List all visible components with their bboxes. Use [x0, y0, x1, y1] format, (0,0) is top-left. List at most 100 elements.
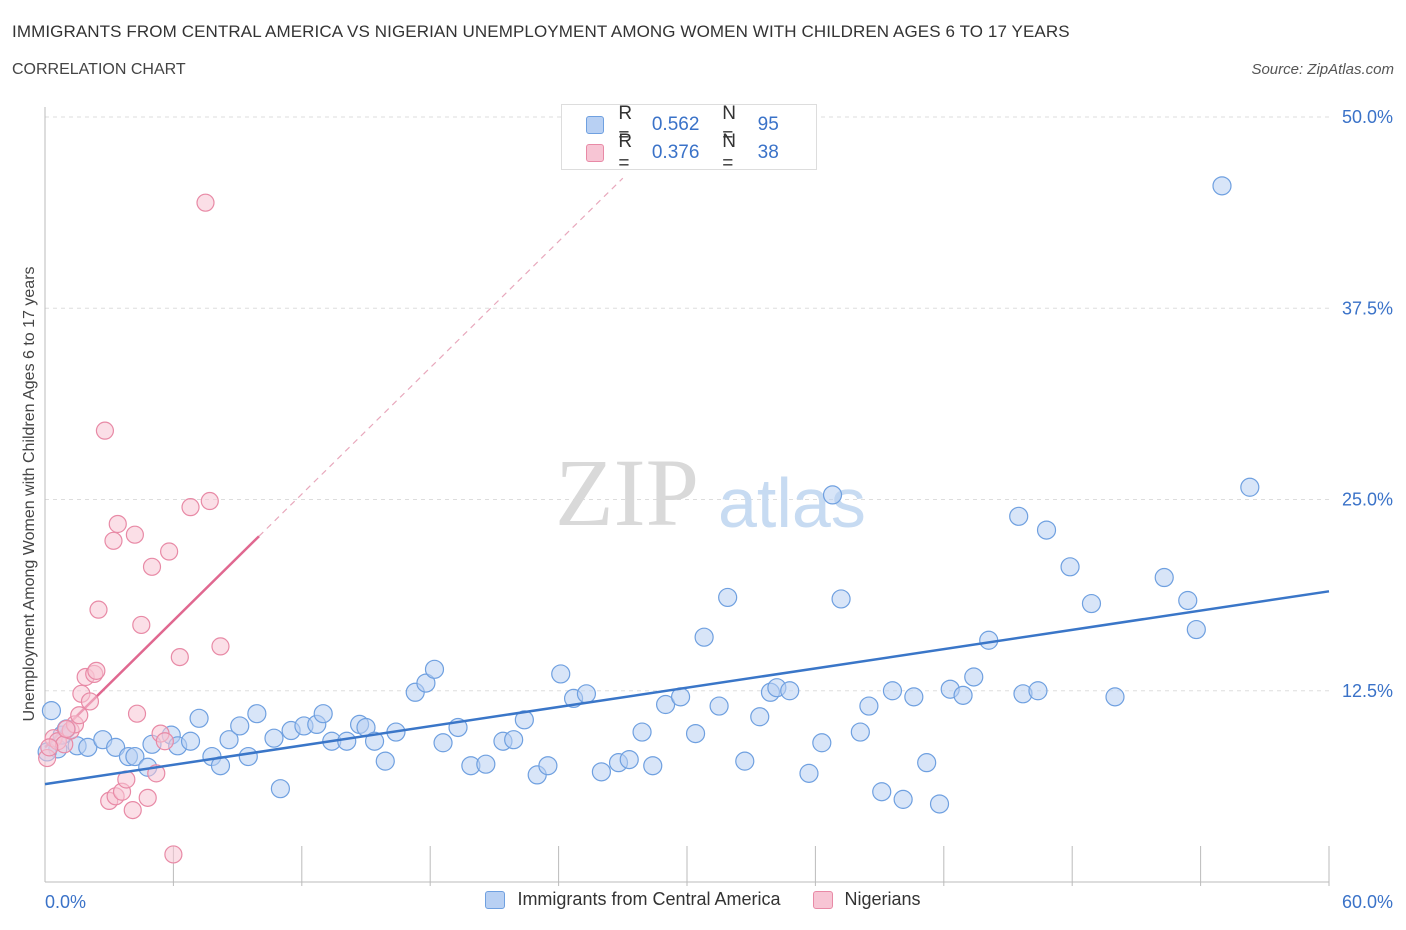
data-point-central-america	[812, 733, 832, 753]
legend-swatch-blue	[586, 116, 605, 134]
data-point-central-america	[1186, 619, 1206, 640]
data-point-nigerians	[95, 421, 115, 440]
legend-row-nigerians: R = 0.376 N = 38	[586, 131, 816, 174]
chart-subtitle: CORRELATION CHART	[12, 61, 186, 78]
data-point-central-america	[238, 746, 258, 767]
data-point-central-america	[1009, 506, 1029, 526]
data-point-central-america	[1060, 557, 1080, 577]
nigerians-trend	[44, 177, 624, 749]
data-point-nigerians	[57, 719, 76, 739]
data-point-nigerians	[211, 637, 230, 656]
watermark: ZIP atlas	[555, 439, 866, 546]
legend-r-label: R =	[618, 103, 633, 146]
data-point-central-america	[694, 627, 714, 647]
trend-extension-nigerians	[258, 177, 624, 537]
series-name: Nigerians	[844, 889, 921, 909]
data-point-nigerians	[108, 514, 127, 534]
data-point-central-america	[313, 704, 333, 724]
legend-r-label: R =	[618, 131, 633, 174]
data-point-nigerians	[70, 706, 89, 725]
data-point-central-america	[538, 756, 558, 776]
series-legend-central-america: Immigrants from Central America	[485, 889, 781, 910]
grid-lines	[45, 116, 1329, 692]
data-point-central-america	[591, 762, 612, 782]
data-point-central-america	[655, 694, 676, 715]
legend-r-value: 0.562	[651, 114, 700, 135]
data-point-central-america	[1081, 593, 1102, 614]
data-point-central-america	[882, 681, 903, 701]
data-point-central-america	[219, 730, 239, 750]
data-point-central-america	[78, 737, 98, 757]
y-axis-label: Unemployment Among Women with Children A…	[21, 266, 38, 722]
legend-row-central-america: R = 0.562 N = 95	[586, 103, 816, 146]
legend-n-label: N =	[722, 131, 736, 174]
central-america-points	[37, 176, 1260, 814]
series-legend: Immigrants from Central America Nigerian…	[0, 889, 1406, 910]
data-point-central-america	[180, 731, 201, 751]
x-tick-label: 0.0%	[45, 892, 86, 912]
source-attribution: Source: ZipAtlas.com	[1251, 61, 1394, 78]
data-point-central-america	[718, 587, 738, 608]
data-point-central-america	[1178, 590, 1198, 611]
data-point-central-america	[643, 756, 663, 776]
data-point-central-america	[964, 667, 984, 687]
data-point-central-america	[953, 685, 973, 705]
data-point-nigerians	[138, 788, 157, 807]
data-point-central-america	[1028, 681, 1048, 701]
data-point-nigerians	[80, 692, 100, 711]
data-point-nigerians	[127, 704, 147, 723]
data-point-central-america	[375, 751, 395, 771]
data-point-central-america	[831, 589, 851, 609]
data-point-nigerians	[170, 647, 189, 667]
data-point-central-america	[189, 708, 209, 728]
data-point-nigerians	[89, 600, 108, 619]
data-point-nigerians	[104, 531, 123, 550]
data-point-central-america	[1240, 477, 1260, 497]
data-point-central-america	[929, 794, 950, 814]
nigerians-points	[38, 193, 230, 864]
data-point-nigerians	[142, 557, 162, 576]
data-point-central-america	[917, 753, 937, 773]
data-point-central-america	[632, 722, 652, 742]
data-point-central-america	[872, 782, 892, 802]
y-tick-label: 37.5%	[1342, 298, 1393, 318]
data-point-nigerians	[87, 661, 106, 680]
data-point-central-america	[125, 746, 145, 767]
series-legend-nigerians: Nigerians	[812, 889, 921, 910]
data-point-central-america	[270, 779, 290, 799]
legend-swatch-pink	[586, 144, 605, 162]
data-point-central-america	[247, 704, 267, 724]
legend-r-value: 0.376	[651, 142, 700, 163]
data-point-central-america	[619, 749, 639, 770]
data-point-central-america	[1105, 687, 1125, 707]
data-point-central-america	[822, 485, 843, 505]
data-point-central-america	[799, 763, 819, 783]
data-point-central-america	[504, 730, 524, 750]
data-point-central-america	[476, 754, 496, 774]
data-point-central-america	[41, 701, 62, 721]
data-point-nigerians	[125, 525, 144, 544]
data-point-nigerians	[40, 738, 59, 757]
data-point-nigerians	[132, 615, 151, 635]
data-point-nigerians	[196, 193, 215, 212]
data-point-central-america	[750, 707, 770, 727]
data-point-nigerians	[164, 845, 183, 864]
data-point-central-america	[780, 681, 800, 701]
data-point-central-america	[337, 731, 357, 751]
data-point-central-america	[1036, 520, 1057, 540]
data-point-central-america	[364, 731, 385, 751]
series-swatch-pink	[812, 890, 833, 909]
data-point-nigerians	[123, 800, 142, 820]
data-point-nigerians	[155, 732, 174, 751]
data-point-central-america	[735, 751, 755, 771]
watermark-zip: ZIP	[555, 439, 699, 546]
data-point-nigerians	[181, 498, 200, 517]
data-point-central-america	[893, 789, 913, 809]
tick-labels: 12.5% 25.0% 37.5% 50.0% 0.0% 60.0%	[45, 107, 1393, 912]
data-point-central-america	[576, 684, 597, 704]
data-point-central-america	[709, 696, 729, 716]
data-point-nigerians	[200, 491, 219, 511]
y-tick-label: 25.0%	[1342, 490, 1393, 510]
data-point-central-america	[859, 696, 879, 716]
